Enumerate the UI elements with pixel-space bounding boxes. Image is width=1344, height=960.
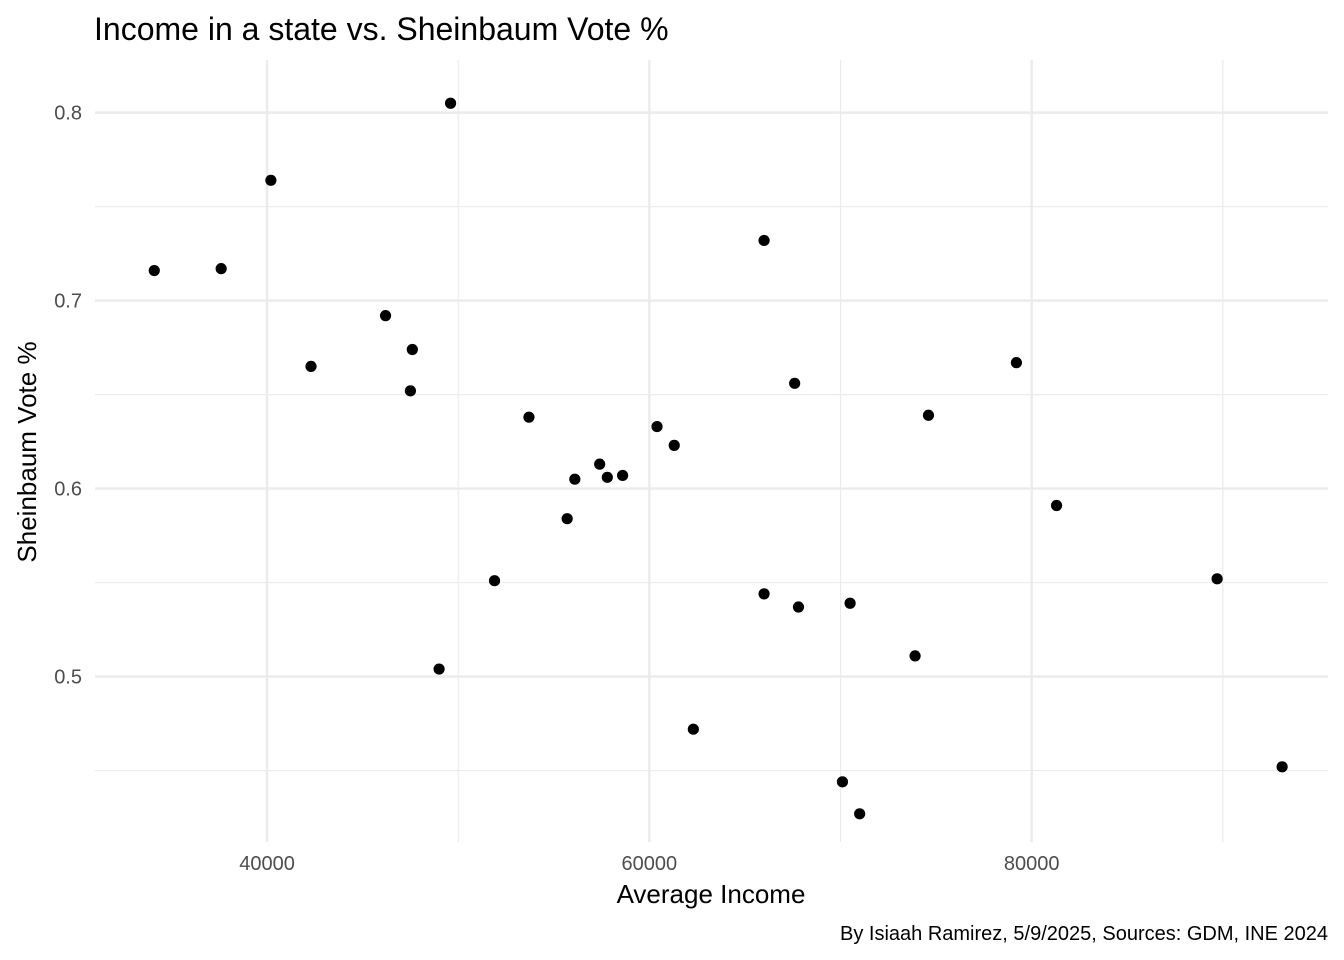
data-point bbox=[523, 411, 535, 423]
data-point bbox=[1010, 357, 1023, 369]
gridlines bbox=[95, 60, 1328, 842]
data-point bbox=[594, 458, 606, 470]
data-point bbox=[265, 174, 277, 186]
data-point bbox=[836, 776, 849, 788]
data-point bbox=[668, 439, 680, 451]
y-tick-label: 0.7 bbox=[54, 291, 82, 313]
data-point bbox=[561, 513, 573, 525]
y-axis-ticks: 0.5 0.6 0.7 0.8 bbox=[54, 103, 82, 689]
data-point bbox=[215, 263, 227, 275]
data-point bbox=[406, 343, 418, 356]
x-axis-title: Average Income bbox=[617, 879, 806, 909]
data-point bbox=[444, 97, 457, 109]
data-point bbox=[909, 650, 921, 662]
data-points bbox=[148, 97, 1288, 820]
y-axis-title: Sheinbaum Vote % bbox=[12, 341, 42, 562]
data-point bbox=[404, 385, 417, 397]
data-point bbox=[617, 469, 629, 482]
data-point bbox=[844, 597, 856, 609]
data-point bbox=[651, 420, 663, 433]
data-point bbox=[601, 471, 613, 483]
x-axis-ticks: 40000 60000 80000 bbox=[239, 853, 1059, 875]
data-point bbox=[1211, 573, 1223, 585]
y-tick-label: 0.8 bbox=[54, 103, 82, 125]
y-tick-label: 0.6 bbox=[54, 479, 82, 501]
data-point bbox=[488, 575, 501, 587]
data-point bbox=[789, 377, 801, 389]
y-tick-label: 0.5 bbox=[54, 667, 82, 689]
data-point bbox=[1050, 499, 1063, 512]
chart-caption: By Isiaah Ramirez, 5/9/2025, Sources: GD… bbox=[840, 923, 1328, 945]
data-point bbox=[569, 473, 581, 485]
data-point bbox=[148, 264, 160, 277]
data-point bbox=[922, 409, 935, 421]
data-point bbox=[433, 663, 445, 675]
x-tick-label: 40000 bbox=[239, 853, 295, 875]
data-point bbox=[305, 360, 317, 373]
x-tick-label: 80000 bbox=[1004, 853, 1060, 875]
data-point bbox=[379, 310, 392, 322]
data-point bbox=[758, 234, 770, 247]
data-point bbox=[854, 808, 866, 820]
data-point bbox=[1276, 761, 1288, 773]
data-point bbox=[792, 601, 805, 613]
chart-title: Income in a state vs. Sheinbaum Vote % bbox=[94, 11, 669, 47]
data-point bbox=[758, 588, 770, 600]
data-point bbox=[687, 723, 699, 735]
x-tick-label: 60000 bbox=[622, 853, 678, 875]
